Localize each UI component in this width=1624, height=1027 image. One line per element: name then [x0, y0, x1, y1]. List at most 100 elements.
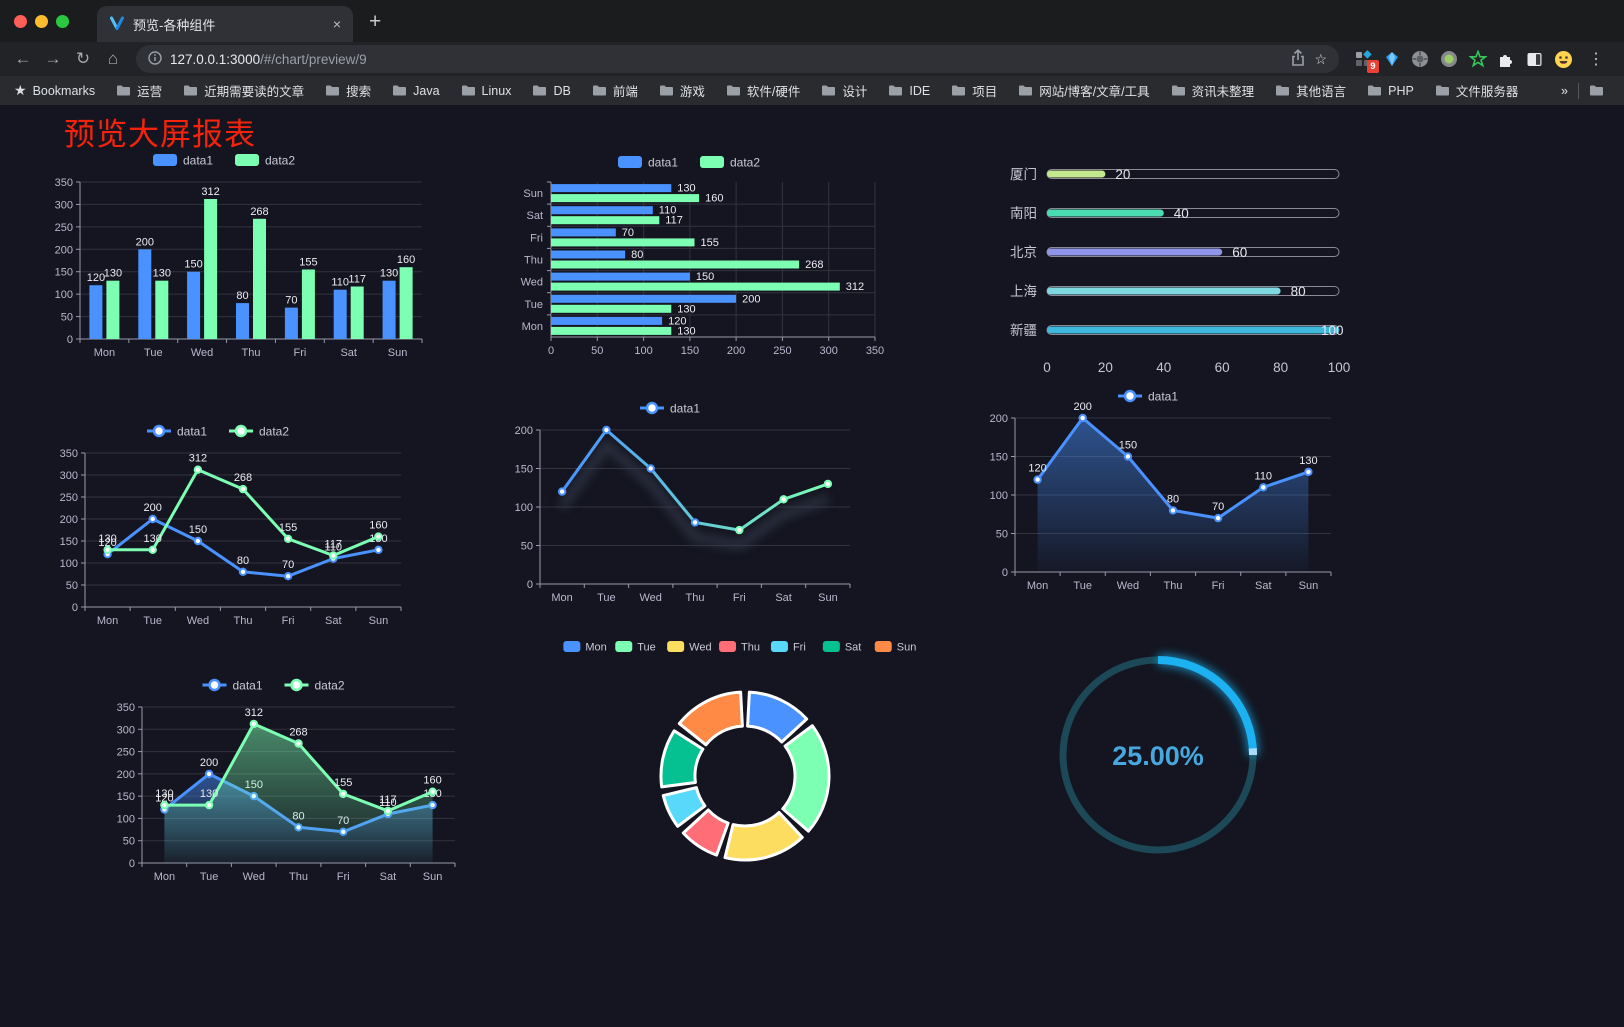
svg-text:Sun: Sun	[818, 592, 838, 604]
ext-puzzle-icon[interactable]	[1498, 51, 1515, 68]
svg-text:Thu: Thu	[524, 255, 543, 267]
svg-text:新疆: 新疆	[1010, 323, 1037, 338]
ext-record-icon[interactable]	[1440, 50, 1458, 68]
svg-text:200: 200	[515, 425, 533, 437]
bookmark-folder[interactable]: 网站/博客/文章/工具	[1018, 81, 1150, 100]
bookmark-star-icon[interactable]: ☆	[1314, 50, 1327, 67]
svg-text:Sat: Sat	[845, 642, 862, 654]
url-path: /#/chart/preview/9	[260, 51, 367, 67]
bookmark-folder[interactable]: 搜索	[325, 81, 371, 100]
svg-text:268: 268	[234, 472, 252, 484]
svg-text:data2: data2	[315, 679, 345, 693]
svg-text:200: 200	[1074, 401, 1092, 413]
svg-text:70: 70	[285, 295, 297, 307]
bookmark-folder[interactable]: 资讯未整理	[1171, 81, 1254, 100]
svg-text:130: 130	[144, 533, 162, 545]
bookmark-folder[interactable]: 游戏	[659, 81, 705, 100]
svg-text:130: 130	[200, 788, 218, 800]
other-bookmarks[interactable]	[1589, 84, 1610, 97]
ext-star-icon[interactable]	[1469, 50, 1487, 68]
ext-grid-icon[interactable]: 9	[1355, 50, 1379, 73]
svg-text:312: 312	[201, 186, 219, 198]
svg-text:200: 200	[200, 757, 218, 769]
reload-icon[interactable]: ↻	[75, 49, 91, 68]
ext-gem-icon[interactable]	[1384, 51, 1400, 67]
bookmarks-manager[interactable]: ★ Bookmarks	[14, 82, 95, 99]
bookmarks-overflow-icon[interactable]: »	[1561, 83, 1568, 98]
window-minimize-button[interactable]	[35, 15, 48, 28]
bookmark-folder[interactable]: 运营	[116, 81, 162, 100]
svg-text:250: 250	[55, 222, 73, 234]
svg-text:117: 117	[325, 539, 343, 551]
forward-icon[interactable]: →	[44, 49, 62, 68]
bookmark-folder[interactable]: 前端	[592, 81, 638, 100]
svg-text:150: 150	[60, 536, 78, 548]
browser-toolbar: ← → ↻ ⌂ 127.0.0.1:3000/#/chart/preview/9…	[0, 42, 1624, 76]
svg-text:Sat: Sat	[1255, 580, 1272, 592]
home-icon[interactable]: ⌂	[107, 49, 119, 68]
svg-text:Tue: Tue	[637, 642, 656, 654]
ext-badge: 9	[1366, 60, 1379, 73]
svg-text:40: 40	[1156, 360, 1171, 375]
share-icon[interactable]	[1290, 48, 1306, 70]
svg-text:Mon: Mon	[522, 321, 543, 333]
bookmark-folder[interactable]: 项目	[951, 81, 997, 100]
svg-text:50: 50	[66, 580, 78, 592]
bookmark-folder[interactable]: IDE	[888, 84, 930, 98]
svg-text:80: 80	[1273, 360, 1288, 375]
bookmark-folder[interactable]: 其他语言	[1275, 81, 1346, 100]
bookmark-folder[interactable]: 近期需要读的文章	[183, 81, 304, 100]
svg-text:268: 268	[805, 259, 823, 271]
bookmark-folder[interactable]: 软件/硬件	[726, 81, 800, 100]
url-text[interactable]: 127.0.0.1:3000/#/chart/preview/9	[170, 52, 1282, 67]
ext-sidebar-icon[interactable]	[1526, 51, 1543, 68]
svg-text:20: 20	[1115, 167, 1130, 182]
svg-text:130: 130	[155, 788, 173, 800]
svg-text:25.00%: 25.00%	[1112, 741, 1204, 771]
svg-text:60: 60	[1215, 360, 1230, 375]
bookmark-folder[interactable]: Linux	[461, 84, 511, 98]
svg-text:150: 150	[1119, 440, 1137, 452]
svg-text:70: 70	[282, 559, 294, 571]
svg-text:110: 110	[1255, 470, 1273, 482]
browser-menu-icon[interactable]: ⋮	[1588, 51, 1604, 68]
svg-text:Sun: Sun	[897, 642, 917, 654]
bookmark-folder[interactable]: DB	[532, 84, 571, 98]
tab-favicon	[109, 15, 125, 34]
bookmark-folder[interactable]: 设计	[821, 81, 867, 100]
back-icon[interactable]: ←	[14, 49, 32, 68]
bookmark-folder[interactable]: PHP	[1367, 84, 1414, 98]
svg-text:130: 130	[1299, 455, 1317, 467]
svg-text:Fri: Fri	[337, 871, 350, 883]
window-close-button[interactable]	[14, 15, 27, 28]
svg-text:0: 0	[129, 858, 135, 870]
svg-text:130: 130	[677, 183, 695, 195]
svg-text:100: 100	[117, 813, 135, 825]
svg-text:Mon: Mon	[585, 642, 606, 654]
window-zoom-button[interactable]	[56, 15, 69, 28]
site-info-icon[interactable]	[148, 50, 162, 68]
svg-text:50: 50	[61, 312, 73, 324]
svg-text:Tue: Tue	[143, 615, 162, 627]
svg-text:110: 110	[331, 277, 349, 289]
svg-text:北京: 北京	[1010, 245, 1037, 260]
new-tab-button[interactable]: +	[369, 10, 382, 33]
bookmark-folder[interactable]: 文件服务器	[1435, 81, 1518, 100]
svg-text:50: 50	[591, 345, 603, 357]
address-bar[interactable]: 127.0.0.1:3000/#/chart/preview/9 ☆	[136, 45, 1339, 73]
svg-text:80: 80	[1291, 284, 1306, 299]
svg-text:Mon: Mon	[551, 592, 572, 604]
tab-close-icon[interactable]: ×	[332, 16, 341, 32]
bookmark-folder[interactable]: Java	[392, 84, 440, 98]
svg-text:Sun: Sun	[423, 871, 443, 883]
svg-text:117: 117	[348, 274, 366, 286]
svg-text:130: 130	[677, 325, 695, 337]
two-series-area-chart: data1 data2 0 50 100 150 200 250 300 350 Mon Tue Wed…	[102, 675, 467, 891]
svg-text:250: 250	[117, 747, 135, 759]
svg-text:120: 120	[87, 272, 105, 284]
ext-wheel-icon[interactable]	[1411, 50, 1429, 68]
svg-text:Sat: Sat	[526, 210, 543, 222]
ext-emoji-icon[interactable]	[1554, 50, 1573, 69]
browser-tab[interactable]: 预览-各种组件 ×	[97, 6, 353, 42]
svg-text:Thu: Thu	[686, 592, 705, 604]
